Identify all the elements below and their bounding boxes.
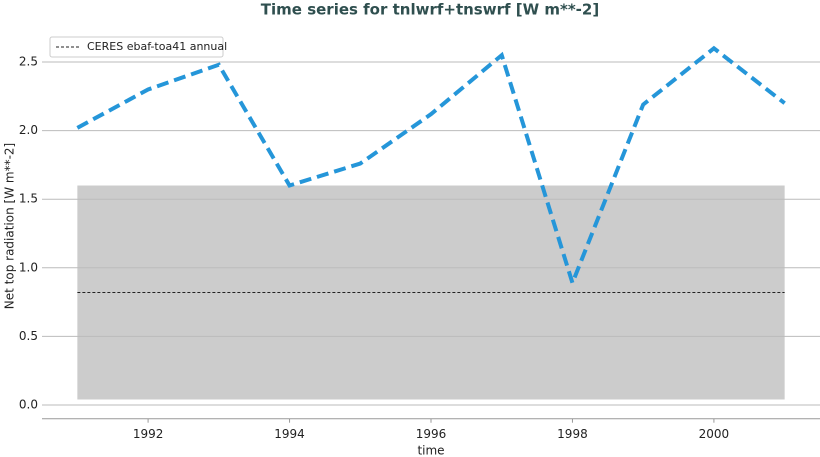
y-axis-label: Net top radiation [W m**-2] (3, 143, 17, 309)
y-tick-label: 1.0 (19, 260, 38, 274)
y-tick-label: 0.5 (19, 329, 38, 343)
y-tick-label: 1.5 (19, 192, 38, 206)
x-tick-label: 1998 (557, 427, 588, 441)
legend-label: CERES ebaf-toa41 annual (87, 40, 227, 53)
legend: CERES ebaf-toa41 annual (49, 36, 227, 58)
x-tick-label: 1996 (416, 427, 447, 441)
x-axis-label: time (417, 444, 444, 457)
x-tick-label: 1992 (133, 427, 164, 441)
y-tick-label: 2.0 (19, 123, 38, 137)
y-tick-label: 0.0 (19, 397, 38, 411)
chart-title: Time series for tnlwrf+tnswrf [W m**-2] (261, 1, 599, 19)
x-tick-label: 1994 (274, 427, 305, 441)
legend-box (49, 36, 224, 58)
y-tick-label: 2.5 (19, 55, 38, 69)
data-line (76, 45, 786, 289)
x-tick-label: 2000 (699, 427, 730, 441)
